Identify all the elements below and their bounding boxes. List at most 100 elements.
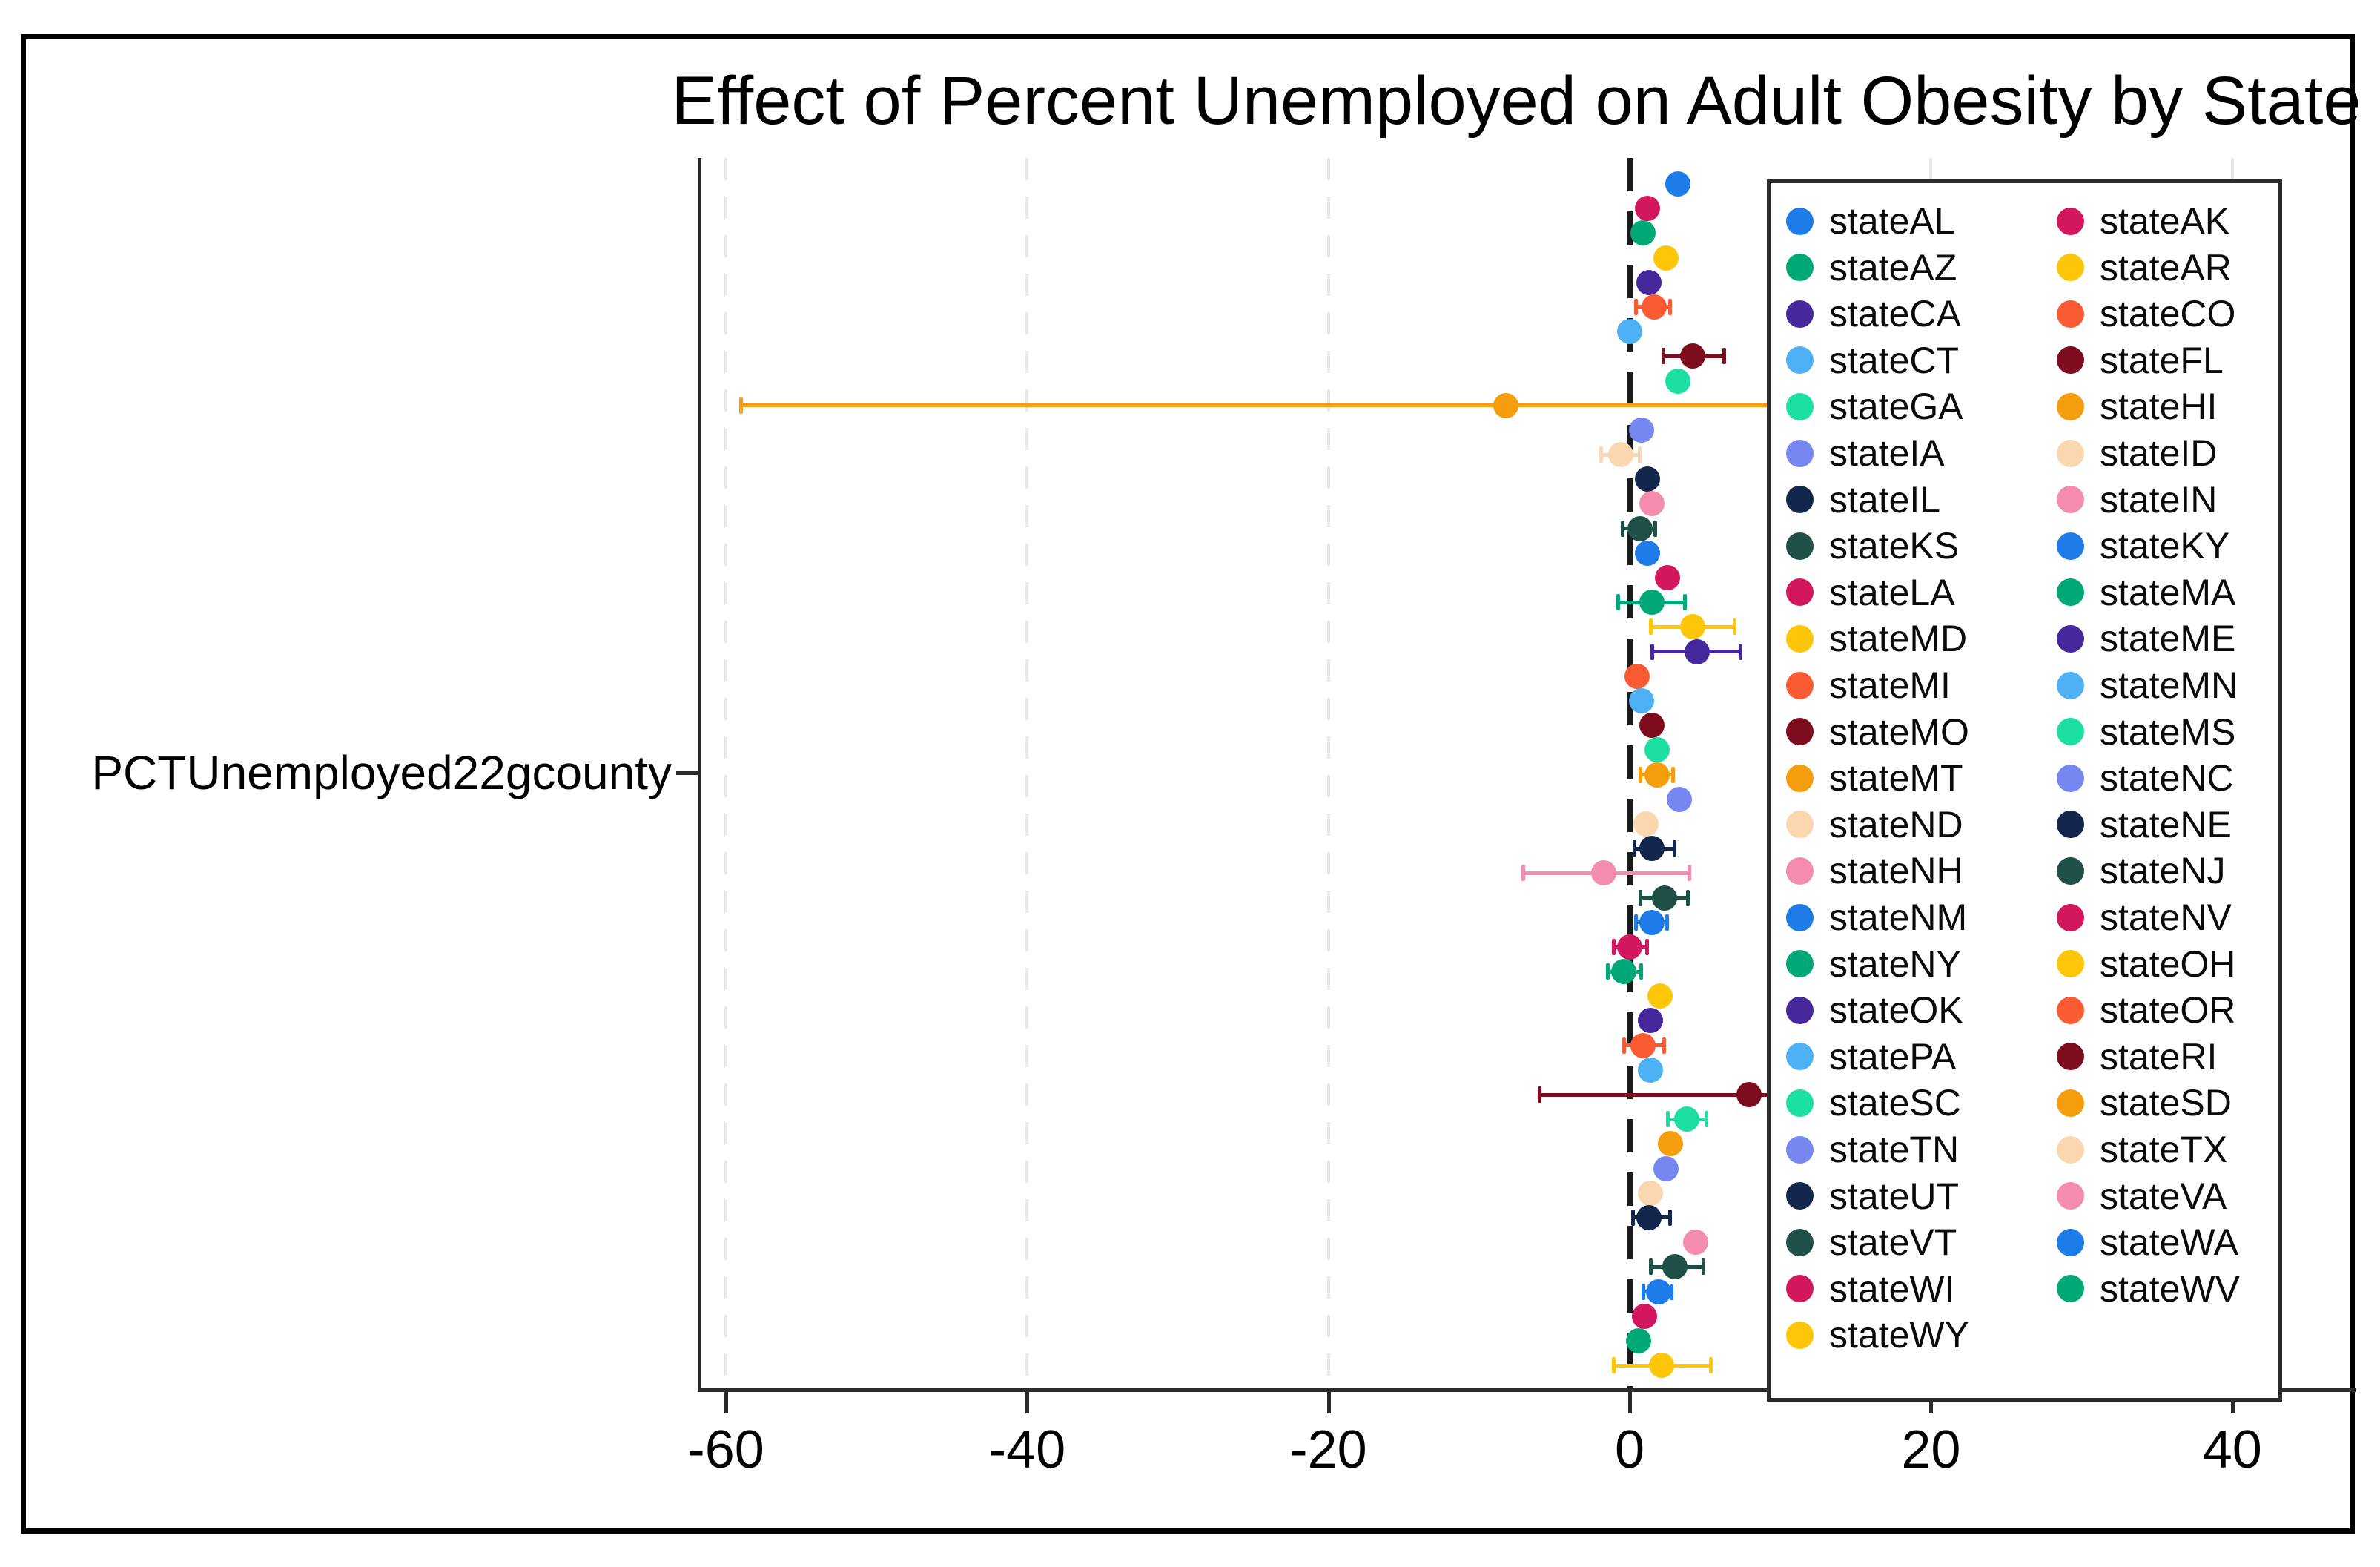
data-point-CO xyxy=(1641,294,1667,320)
data-point-MT xyxy=(1644,762,1670,788)
data-point-GA xyxy=(1665,368,1691,394)
legend-label-NY: stateNY xyxy=(1829,943,1961,985)
legend-marker-FL xyxy=(2056,346,2084,375)
ci-cap-right-NM xyxy=(1665,914,1669,931)
legend-label-MA: stateMA xyxy=(2100,571,2236,613)
legend-label-NJ: stateNJ xyxy=(2100,850,2226,892)
ci-cap-left-WY xyxy=(1611,1357,1616,1374)
data-point-MS xyxy=(1644,737,1670,763)
legend-label-WY: stateWY xyxy=(1829,1314,1969,1356)
data-point-IA xyxy=(1629,417,1655,443)
legend-marker-NM xyxy=(1785,903,1814,931)
ci-cap-right-OR xyxy=(1662,1037,1666,1054)
ci-cap-left-UT xyxy=(1631,1209,1636,1226)
ci-line-HI xyxy=(741,403,1781,408)
ci-cap-left-WA xyxy=(1642,1283,1646,1300)
x-tick-label: 0 xyxy=(1614,1420,1645,1479)
legend-marker-OH xyxy=(2056,950,2084,978)
ci-cap-right-ID xyxy=(1638,446,1642,463)
legend-label-SC: stateSC xyxy=(1829,1082,1961,1124)
data-point-ND xyxy=(1633,811,1659,837)
legend-label-GA: stateGA xyxy=(1829,386,1963,428)
data-point-MI xyxy=(1624,663,1650,689)
legend-label-NM: stateNM xyxy=(1829,897,1968,938)
data-point-NM xyxy=(1639,909,1665,935)
data-point-PA xyxy=(1638,1057,1664,1083)
legend-label-NH: stateNH xyxy=(1829,850,1963,892)
legend-label-PA: statePA xyxy=(1829,1035,1957,1078)
ci-cap-right-WA xyxy=(1669,1283,1673,1300)
data-point-SC xyxy=(1674,1106,1700,1132)
legend-marker-NH xyxy=(1785,857,1814,885)
x-tick xyxy=(2230,1391,2235,1413)
legend-marker-CA xyxy=(1785,300,1814,328)
legend-marker-AL xyxy=(1785,207,1814,235)
legend-marker-MI xyxy=(1785,671,1814,699)
ci-cap-right-UT xyxy=(1667,1209,1672,1226)
legend-label-OK: stateOK xyxy=(1829,989,1963,1032)
data-point-IN xyxy=(1639,491,1665,517)
legend-label-CO: stateCO xyxy=(2100,293,2236,335)
ci-cap-right-NJ xyxy=(1686,889,1690,906)
legend-marker-IN xyxy=(2056,486,2084,514)
ci-cap-left-FL xyxy=(1661,348,1665,365)
data-point-VA xyxy=(1683,1230,1709,1256)
legend-label-MI: stateMI xyxy=(1829,664,1951,706)
data-point-OR xyxy=(1630,1032,1656,1058)
legend-label-KY: stateKY xyxy=(2100,525,2230,567)
legend-marker-OR xyxy=(2056,996,2084,1024)
data-point-TN xyxy=(1653,1155,1679,1181)
ci-cap-left-NY xyxy=(1605,963,1610,980)
legend-label-UT: stateUT xyxy=(1829,1175,1960,1217)
ci-cap-left-MA xyxy=(1616,594,1620,611)
data-point-TX xyxy=(1638,1180,1664,1206)
legend-marker-OK xyxy=(1785,996,1814,1024)
data-point-AZ xyxy=(1630,220,1656,246)
legend-label-ID: stateID xyxy=(2100,432,2218,474)
legend-label-VT: stateVT xyxy=(1829,1221,1957,1264)
ci-cap-left-NH xyxy=(1521,865,1525,882)
data-point-NE xyxy=(1639,836,1665,862)
ci-cap-right-SC xyxy=(1704,1111,1708,1128)
legend-label-CA: stateCA xyxy=(1829,293,1961,335)
legend-marker-MS xyxy=(2056,718,2084,746)
legend-marker-NC xyxy=(2056,764,2084,792)
ci-cap-right-ME xyxy=(1739,643,1743,660)
legend-marker-HI xyxy=(2056,392,2084,420)
x-tick xyxy=(1929,1391,1934,1413)
ci-cap-left-OR xyxy=(1622,1037,1626,1054)
data-point-AL xyxy=(1665,171,1691,197)
legend-label-RI: stateRI xyxy=(2100,1035,2218,1078)
legend-label-MT: stateMT xyxy=(1829,757,1963,799)
x-tick-label: 20 xyxy=(1901,1420,1961,1479)
legend-marker-ID xyxy=(2056,439,2084,467)
data-point-AR xyxy=(1653,245,1679,271)
data-point-FL xyxy=(1680,343,1706,369)
ci-cap-left-MT xyxy=(1639,766,1643,783)
ci-cap-right-CO xyxy=(1667,298,1672,315)
data-point-KY xyxy=(1635,540,1661,566)
data-point-KS xyxy=(1627,515,1653,541)
legend-marker-TX xyxy=(2056,1135,2084,1164)
x-axis-spine xyxy=(698,1388,2356,1392)
data-point-WA xyxy=(1645,1279,1671,1304)
legend-label-ND: stateND xyxy=(1829,803,1963,845)
legend-label-VA: stateVA xyxy=(2100,1175,2227,1217)
legend-label-SD: stateSD xyxy=(2100,1082,2232,1124)
figure-border xyxy=(21,34,2355,1534)
legend-box: stateAL stateAK stateAZ stateAR stateCA state… xyxy=(1767,179,2282,1402)
data-point-OH xyxy=(1647,983,1673,1009)
ci-cap-left-KS xyxy=(1620,520,1624,537)
data-point-MO xyxy=(1639,713,1665,739)
data-point-VT xyxy=(1662,1254,1688,1280)
data-point-NC xyxy=(1667,786,1693,812)
ci-cap-left-ID xyxy=(1599,446,1604,463)
gridline-x xyxy=(1326,158,1330,1388)
data-point-WV xyxy=(1626,1327,1652,1353)
ci-cap-left-ME xyxy=(1650,643,1655,660)
legend-label-IA: stateIA xyxy=(1829,432,1945,474)
data-point-WI xyxy=(1632,1303,1658,1329)
legend-marker-KS xyxy=(1785,532,1814,560)
gridline-x xyxy=(1025,158,1029,1388)
